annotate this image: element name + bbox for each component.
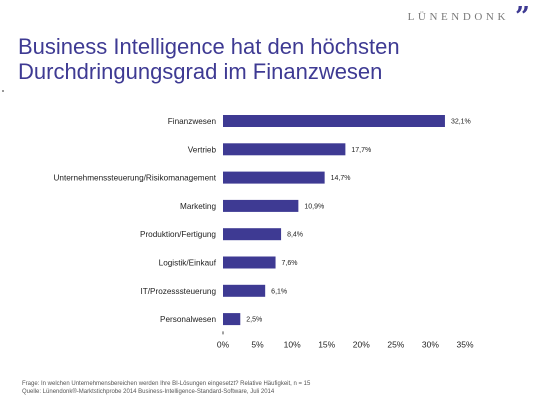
category-label: Personalwesen <box>160 315 216 324</box>
category-label: Logistik/Einkauf <box>159 259 217 268</box>
quote-mark-icon: ” <box>515 2 530 32</box>
value-label: 6,1% <box>271 288 287 295</box>
x-tick-label: 5% <box>251 339 264 349</box>
category-label: Vertrieb <box>188 145 217 154</box>
bar <box>223 171 325 184</box>
footnote-question: Frage: In welchen Unternehmensbereichen … <box>22 381 311 387</box>
page-title: Business Intelligence hat den höchsten D… <box>18 34 400 84</box>
bar <box>223 284 266 297</box>
bar <box>223 228 282 241</box>
logo-text: LÜNENDONK <box>407 11 510 23</box>
x-tick-label: 15% <box>318 339 335 349</box>
x-tick-label: 35% <box>456 339 473 349</box>
footnote-source: Quelle: Lünendonk®-Marktstichprobe 2014 … <box>22 388 275 395</box>
value-label: 8,4% <box>287 232 303 239</box>
edge-mark <box>2 90 4 92</box>
x-tick-label: 10% <box>284 339 301 349</box>
chart-footnote: Frage: In welchen Unternehmensbereichen … <box>22 381 310 396</box>
value-label: 32,1% <box>451 119 471 126</box>
x-tick-label: 25% <box>387 339 404 349</box>
category-label: Finanzwesen <box>168 117 217 126</box>
value-label: 14,7% <box>331 175 351 182</box>
bar <box>223 199 299 212</box>
bar <box>223 143 346 156</box>
bar <box>223 115 445 127</box>
category-label: Produktion/Fertigung <box>140 230 216 239</box>
value-label: 17,7% <box>351 147 371 154</box>
x-tick-label: 0% <box>217 339 230 349</box>
title-line-1: Business Intelligence hat den höchsten <box>18 34 400 59</box>
bar-chart: Finanzwesen 32,1% Vertrieb 17,7% Unternehmen… <box>54 115 474 349</box>
category-label: IT/Prozesssteuerung <box>140 287 216 296</box>
x-tick-label: 30% <box>422 339 439 349</box>
title-line-2: Durchdringungsgrad im Finanzwesen <box>18 59 383 84</box>
category-label: Unternehmenssteuerung/Risikomanagement <box>54 174 217 183</box>
bar <box>223 313 241 326</box>
value-label: 7,6% <box>282 260 298 267</box>
value-label: 10,9% <box>304 203 324 210</box>
category-label: Marketing <box>180 202 216 211</box>
lunendonk-logo: LÜNENDONK ” <box>407 4 530 30</box>
bar <box>223 256 276 269</box>
value-label: 2,5% <box>246 317 262 324</box>
x-tick-label: 20% <box>353 339 370 349</box>
